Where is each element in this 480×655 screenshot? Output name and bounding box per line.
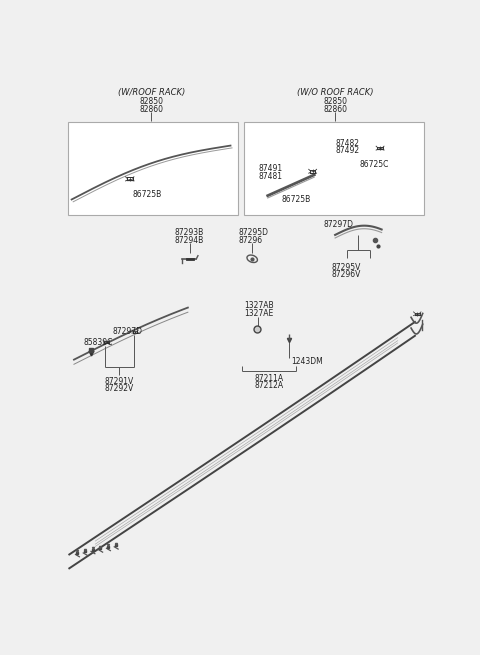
Text: 87296V: 87296V <box>331 271 360 280</box>
Text: 1327AE: 1327AE <box>244 309 274 318</box>
Text: 87211A: 87211A <box>255 373 284 383</box>
Text: 87297D: 87297D <box>324 220 353 229</box>
Text: 87482: 87482 <box>336 139 360 148</box>
Text: 87291V: 87291V <box>104 377 133 386</box>
Text: (W/O ROOF RACK): (W/O ROOF RACK) <box>297 88 373 97</box>
Text: 86725B: 86725B <box>132 189 161 198</box>
Text: 1327AB: 1327AB <box>244 301 274 310</box>
Text: 82850: 82850 <box>140 97 164 106</box>
Text: 82860: 82860 <box>323 105 347 114</box>
Text: 87492: 87492 <box>336 147 360 155</box>
Text: (W/ROOF RACK): (W/ROOF RACK) <box>118 88 185 97</box>
Text: 86725B: 86725B <box>282 195 311 204</box>
Text: 87297D: 87297D <box>113 328 143 337</box>
Text: 87295D: 87295D <box>238 228 268 237</box>
Text: 87212A: 87212A <box>255 381 284 390</box>
Text: 85839C: 85839C <box>83 338 113 347</box>
Text: 82860: 82860 <box>140 105 164 114</box>
Text: 87481: 87481 <box>258 172 282 181</box>
Text: 86725C: 86725C <box>359 160 388 170</box>
Text: 87294B: 87294B <box>175 236 204 245</box>
Text: 87293B: 87293B <box>175 228 204 237</box>
Bar <box>68 122 238 215</box>
Text: 87292V: 87292V <box>104 384 133 392</box>
Text: 87491: 87491 <box>258 164 283 173</box>
Text: 82850: 82850 <box>323 97 347 106</box>
Bar <box>244 122 424 215</box>
Text: 87295V: 87295V <box>331 263 360 272</box>
Text: 87296: 87296 <box>238 236 263 245</box>
Text: 1243DM: 1243DM <box>291 357 323 365</box>
